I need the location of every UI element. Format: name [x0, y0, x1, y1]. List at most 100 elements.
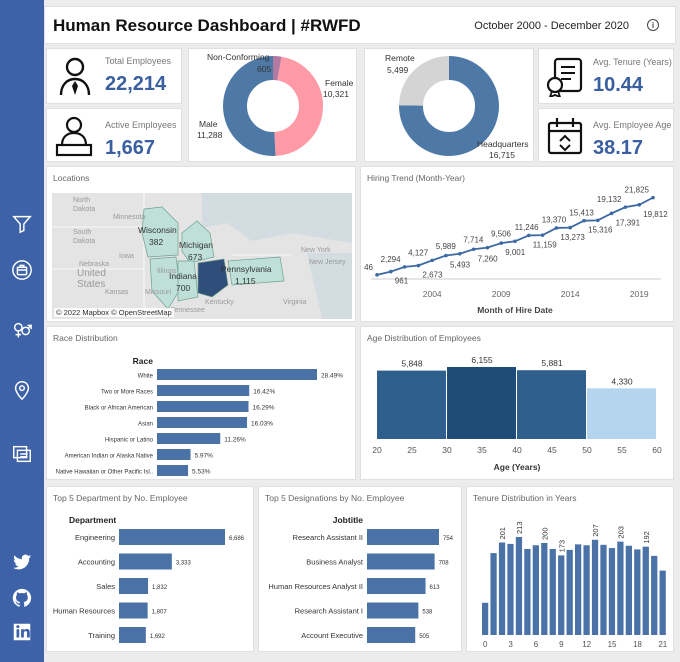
state-ohio[interactable]	[197, 258, 229, 298]
linkedin-icon[interactable]	[8, 618, 36, 646]
department-bar-chart[interactable]: Department Engineering 6,686 Accounting 3,33…	[47, 487, 255, 653]
tenure-bar[interactable]	[634, 549, 641, 635]
bar[interactable]	[157, 385, 250, 396]
age-bar[interactable]	[517, 370, 586, 439]
tenure-bar[interactable]	[490, 553, 497, 635]
twitter-icon[interactable]	[8, 548, 36, 576]
hiring-point[interactable]	[458, 251, 462, 256]
hiring-point[interactable]	[623, 205, 628, 209]
hiring-point[interactable]	[568, 225, 572, 230]
hiring-point[interactable]	[596, 218, 600, 223]
hiring-point[interactable]	[609, 211, 614, 216]
designation-bar-chart[interactable]: Jobtitle Research Assistant II 754 Business…	[259, 487, 463, 653]
age-bar[interactable]	[447, 367, 516, 439]
tenure-bar[interactable]	[507, 543, 514, 635]
bar[interactable]	[367, 602, 419, 619]
bar-value-label: 1,832	[152, 585, 168, 591]
tenure-bar[interactable]	[498, 542, 506, 635]
bar[interactable]	[119, 627, 146, 643]
tenure-bar[interactable]	[659, 570, 666, 635]
slice-male[interactable]	[223, 56, 276, 156]
briefcase-icon[interactable]	[8, 256, 36, 284]
tenure-histogram[interactable]: 201 213 200 173 207 203 192 0 3 6 9 12 15 18 21	[467, 487, 675, 653]
tenure-bar[interactable]	[600, 544, 607, 635]
state-wisconsin[interactable]	[141, 206, 179, 258]
hiring-point[interactable]	[527, 233, 531, 238]
hiring-point[interactable]	[651, 195, 655, 200]
hiring-point[interactable]	[513, 239, 517, 244]
location-type-donut-chart[interactable]	[398, 55, 500, 157]
tenure-bar[interactable]	[566, 549, 573, 635]
tenure-bar[interactable]	[549, 548, 556, 635]
slice-non-conforming[interactable]	[272, 56, 282, 81]
hiring-point[interactable]	[375, 273, 379, 277]
info-icon[interactable]: i	[647, 19, 659, 31]
bar[interactable]	[119, 602, 148, 619]
bar[interactable]	[367, 529, 439, 545]
bar[interactable]	[157, 465, 189, 476]
map-copyright: © 2022 Mapbox © OpenStreetMap	[54, 308, 174, 317]
locations-map[interactable]	[52, 193, 352, 319]
bar[interactable]	[157, 433, 221, 444]
hiring-point[interactable]	[499, 241, 503, 245]
bar[interactable]	[119, 553, 172, 570]
tenure-bar[interactable]	[591, 539, 599, 635]
slice-remote[interactable]	[399, 56, 450, 107]
bar-value-label: 5.53%	[192, 469, 211, 476]
state-pennsylvania[interactable]	[227, 256, 285, 286]
tenure-bar[interactable]	[482, 602, 489, 635]
bar[interactable]	[119, 529, 225, 545]
age-bar[interactable]	[377, 370, 446, 439]
category-label: Sales	[96, 582, 115, 591]
state-michigan[interactable]	[181, 220, 215, 264]
tenure-bar[interactable]	[541, 542, 548, 635]
hiring-point[interactable]	[637, 202, 641, 207]
bar[interactable]	[157, 401, 249, 412]
tenure-bar[interactable]	[532, 545, 539, 635]
tenure-bar[interactable]	[617, 541, 624, 635]
filter-icon[interactable]	[8, 210, 36, 238]
tenure-bar[interactable]	[642, 546, 649, 635]
age-histogram[interactable]: 5,848 6,155 5,881 4,330 20 25 30 35 40 45 50 55 60 Ag…	[361, 327, 675, 481]
state-value: 700	[176, 283, 191, 293]
hiring-point[interactable]	[540, 233, 545, 237]
tenure-bar[interactable]	[625, 545, 632, 635]
bar[interactable]	[367, 578, 426, 594]
kpi-total-employees: Total Employees 22,214	[46, 48, 182, 104]
hiring-point[interactable]	[471, 247, 476, 252]
bar[interactable]	[367, 627, 416, 643]
gender-donut-chart[interactable]	[222, 55, 324, 157]
gender-icon[interactable]	[8, 316, 36, 344]
location-pin-icon[interactable]	[8, 376, 36, 404]
hiring-line[interactable]	[376, 196, 654, 276]
race-bar-chart[interactable]: Race White 28.49% Two or More Races 16.42% Bl…	[47, 327, 357, 481]
tenure-bar[interactable]	[558, 555, 565, 635]
hiring-point[interactable]	[389, 269, 393, 274]
hiring-point[interactable]	[416, 263, 421, 268]
hiring-point[interactable]	[430, 258, 434, 263]
state-illinois[interactable]	[149, 256, 181, 310]
hiring-point[interactable]	[554, 226, 559, 230]
hiring-trend-chart[interactable]: 46 961 2,294 2,673 4,127 5,493 5,989 7,260 7,714…	[361, 167, 675, 323]
hiring-point[interactable]	[485, 245, 490, 250]
bar[interactable]	[157, 369, 317, 380]
hiring-point[interactable]	[402, 265, 407, 269]
github-icon[interactable]	[8, 584, 36, 612]
bar[interactable]	[367, 553, 435, 570]
hiring-point[interactable]	[582, 218, 586, 223]
hiring-point[interactable]	[444, 253, 448, 258]
tenure-bar[interactable]	[524, 548, 531, 635]
tenure-bar[interactable]	[515, 537, 523, 635]
state-indiana[interactable]	[177, 260, 199, 302]
bar[interactable]	[157, 417, 248, 428]
tenure-bar[interactable]	[575, 544, 582, 635]
age-bar[interactable]	[587, 388, 656, 439]
tenure-bar[interactable]	[583, 545, 590, 635]
slice-headquarters[interactable]	[399, 56, 499, 156]
slice-female[interactable]	[273, 56, 323, 156]
tenure-bar[interactable]	[651, 555, 658, 635]
bar[interactable]	[119, 578, 149, 594]
bar[interactable]	[157, 449, 191, 460]
cards-icon[interactable]	[8, 440, 36, 468]
tenure-bar[interactable]	[608, 548, 616, 635]
